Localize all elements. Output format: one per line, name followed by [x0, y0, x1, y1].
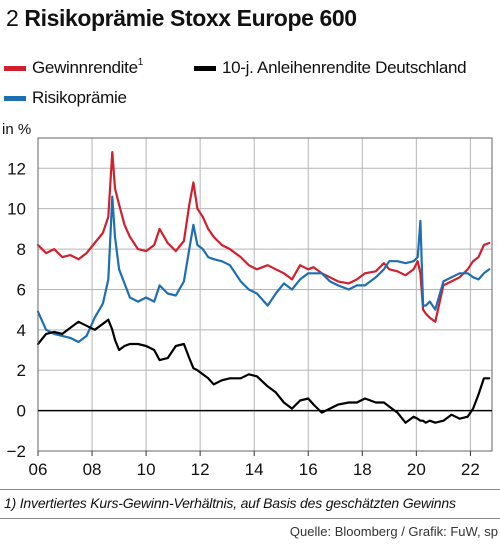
axes: [37, 137, 493, 456]
series-line-risikopraemie: [36, 195, 491, 344]
legend-swatch-black: [194, 65, 216, 71]
line-chart: −2 0 2 4 6 8 10 12 06 08 10 12 14 16 18 20 22 in %: [2, 121, 493, 479]
legend-item-gewinnrendite: Gewinnrendite 1: [4, 56, 144, 78]
y-tick-label: 8: [17, 240, 26, 259]
series-line-gewinnrendite: [36, 151, 491, 323]
title-number: 2: [6, 5, 19, 31]
x-tick-label: 14: [245, 460, 264, 479]
legend-label-gewinnrendite: Gewinnrendite: [32, 58, 138, 77]
legend-swatch-blue: [4, 95, 26, 101]
source-divider: [0, 518, 500, 519]
y-tick-label: 12: [7, 159, 26, 178]
y-tick-label: 10: [7, 200, 26, 219]
legend-swatch-red: [4, 65, 26, 71]
footnote-divider: [0, 489, 500, 490]
x-tick-label: 12: [191, 460, 210, 479]
legend-label-anleihenrendite: 10-j. Anleihenrendite Deutschland: [222, 58, 467, 77]
x-tick-label: 06: [29, 460, 48, 479]
x-tick-label: 20: [407, 460, 426, 479]
footnote: 1) Invertiertes Kurs-Gewinn-Verhältnis, …: [4, 495, 456, 511]
series-lines: [36, 151, 491, 424]
grid-lines: [37, 138, 492, 452]
y-tick-label: 0: [17, 402, 26, 421]
axis-labels: −2 0 2 4 6 8 10 12 06 08 10 12 14 16 18 20 22 in %: [2, 121, 480, 479]
x-tick-label: 08: [83, 460, 102, 479]
legend-label-risikopraemie: Risikoprämie: [32, 88, 127, 107]
plot-frame: [37, 137, 493, 452]
source-credit: Quelle: Bloomberg / Grafik: FuW, sp: [289, 524, 498, 539]
legend-footnote-marker: 1: [137, 56, 144, 68]
x-tick-label: 22: [461, 460, 480, 479]
y-axis-unit-label: in %: [2, 121, 31, 138]
chart-title: 2 Risikoprämie Stoxx Europe 600: [6, 5, 357, 32]
legend-item-anleihenrendite: 10-j. Anleihenrendite Deutschland: [194, 58, 467, 78]
x-tick-label: 16: [299, 460, 318, 479]
x-tick-label: 18: [353, 460, 372, 479]
y-tick-label: 4: [17, 321, 26, 340]
y-tick-label: 2: [17, 361, 26, 380]
y-tick-label: 6: [17, 280, 26, 299]
series-line-anleihenrendite: [36, 318, 491, 424]
x-tick-label: 10: [137, 460, 156, 479]
legend-item-risikopraemie: Risikoprämie: [4, 88, 127, 108]
title-text: Risikoprämie Stoxx Europe 600: [24, 5, 357, 31]
y-tick-label: −2: [7, 442, 26, 461]
